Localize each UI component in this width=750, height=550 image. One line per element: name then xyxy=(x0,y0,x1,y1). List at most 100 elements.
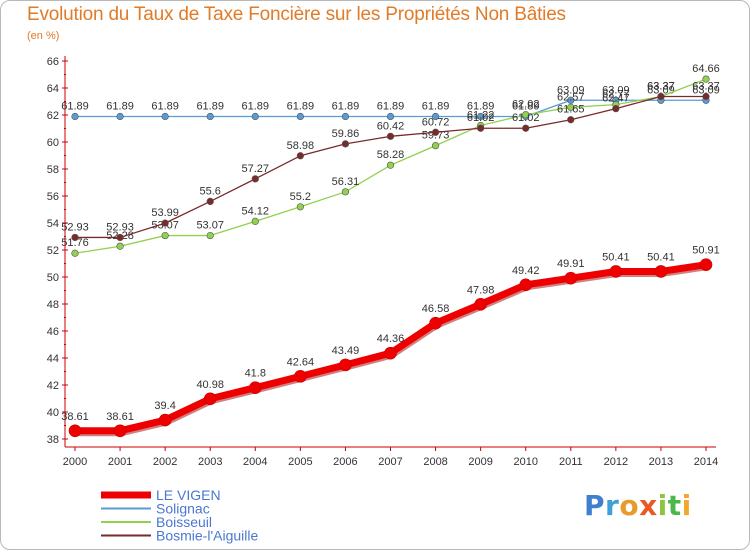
y-tick-label: 66 xyxy=(47,56,59,68)
data-point xyxy=(71,112,79,121)
data-label: 50.41 xyxy=(647,251,675,263)
data-label: 55.6 xyxy=(200,185,221,197)
data-point xyxy=(116,242,124,250)
data-label: 52.93 xyxy=(106,221,134,233)
x-tick-label: 2011 xyxy=(559,456,583,468)
chart-title: Evolution du Taux de Taxe Foncière sur l… xyxy=(27,4,566,25)
data-label: 61.89 xyxy=(196,100,224,112)
data-point xyxy=(339,358,352,372)
data-point xyxy=(431,112,440,121)
data-point xyxy=(522,124,530,132)
data-label: 63.37 xyxy=(692,81,720,93)
data-point xyxy=(654,265,668,278)
x-tick-label: 2004 xyxy=(243,456,267,468)
data-label: 38.61 xyxy=(106,411,134,423)
y-tick-label: 50 xyxy=(47,272,59,284)
data-label: 53.99 xyxy=(151,207,179,219)
data-label: 44.36 xyxy=(377,333,405,345)
data-label: 61.89 xyxy=(61,100,89,112)
data-point xyxy=(251,112,259,121)
data-point xyxy=(206,112,214,121)
data-label: 63.37 xyxy=(647,81,675,93)
x-tick-label: 2009 xyxy=(468,456,492,468)
data-point xyxy=(161,231,169,240)
data-point xyxy=(567,116,575,124)
data-label: 60.72 xyxy=(422,116,450,128)
data-label: 46.58 xyxy=(422,303,450,315)
data-label: 61.89 xyxy=(287,100,315,112)
data-label: 39.4 xyxy=(154,400,175,412)
data-point xyxy=(702,75,710,83)
data-point xyxy=(116,112,124,121)
x-tick-label: 2000 xyxy=(63,456,87,468)
x-tick-label: 2014 xyxy=(694,456,718,468)
y-tick-label: 54 xyxy=(47,218,59,230)
data-point xyxy=(519,278,533,292)
data-point xyxy=(431,128,440,136)
data-point xyxy=(429,316,442,330)
data-point xyxy=(384,346,397,360)
data-point xyxy=(71,249,79,257)
proxiti-logo: Proxiti xyxy=(584,489,692,522)
data-point xyxy=(522,111,530,119)
data-label: 61.89 xyxy=(151,100,179,112)
y-tick-label: 46 xyxy=(47,326,59,338)
data-point xyxy=(251,175,259,183)
data-label: 61.89 xyxy=(467,100,495,112)
data-point xyxy=(431,142,440,150)
data-label: 61.89 xyxy=(242,100,270,112)
data-point xyxy=(161,112,169,121)
y-tick-label: 52 xyxy=(47,245,59,257)
data-point xyxy=(203,392,217,406)
x-tick-label: 2003 xyxy=(198,456,222,468)
data-label: 38.61 xyxy=(61,411,89,423)
data-point xyxy=(68,424,82,438)
data-point xyxy=(477,112,485,121)
x-tick-label: 2012 xyxy=(604,456,628,468)
data-label: 63.37 xyxy=(647,81,675,93)
data-label: 60.42 xyxy=(377,120,405,132)
data-label: 61.89 xyxy=(422,100,450,112)
data-point xyxy=(474,297,487,311)
data-point xyxy=(296,203,304,211)
data-label: 42.64 xyxy=(287,356,315,368)
data-point xyxy=(612,105,620,113)
data-label: 61.65 xyxy=(557,104,585,116)
data-point xyxy=(564,271,578,285)
data-point xyxy=(71,233,79,242)
data-label: 43.49 xyxy=(332,345,360,357)
data-label: 61.02 xyxy=(467,112,495,124)
data-point xyxy=(609,265,623,278)
data-point xyxy=(206,197,214,205)
x-tick-label: 2005 xyxy=(288,456,312,468)
data-point xyxy=(251,217,259,225)
y-tick-label: 48 xyxy=(47,299,59,311)
data-label: 41.8 xyxy=(245,368,266,380)
data-label: 52.93 xyxy=(61,221,89,233)
data-label: 53.07 xyxy=(196,220,224,232)
data-point xyxy=(248,381,262,395)
data-point xyxy=(386,112,395,121)
data-point xyxy=(386,161,395,169)
data-point xyxy=(158,413,172,427)
data-label: 62.02 xyxy=(512,99,540,111)
data-label: 51.76 xyxy=(61,237,89,249)
data-label: 54.12 xyxy=(242,205,270,217)
data-point xyxy=(294,370,307,383)
data-label: 61.89 xyxy=(332,100,360,112)
y-tick-label: 56 xyxy=(47,191,59,203)
x-tick-label: 2002 xyxy=(153,456,177,468)
data-label: 63.09 xyxy=(557,84,585,96)
data-label: 50.41 xyxy=(602,251,630,263)
data-label: 49.91 xyxy=(557,258,585,270)
data-label: 64.66 xyxy=(692,63,720,75)
x-tick-label: 2013 xyxy=(649,456,673,468)
data-point xyxy=(477,124,485,132)
data-label: 56.31 xyxy=(332,176,360,188)
y-tick-label: 44 xyxy=(47,353,59,365)
data-point xyxy=(206,231,214,240)
data-label: 62.47 xyxy=(602,93,630,105)
y-tick-label: 60 xyxy=(47,137,59,149)
data-label: 61.89 xyxy=(106,100,134,112)
